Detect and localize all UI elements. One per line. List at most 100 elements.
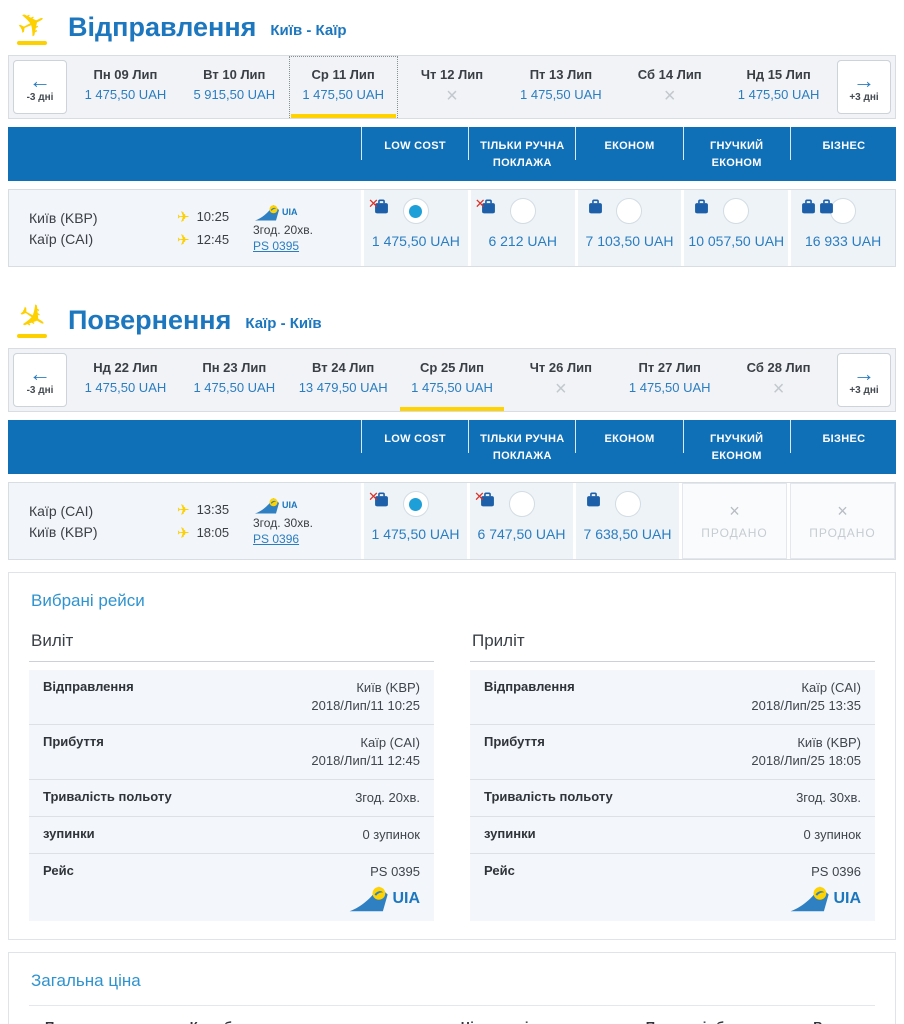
fare-option-lowcost[interactable]: ✕ 1 475,50 UAH (364, 190, 468, 266)
fare-radio[interactable] (509, 198, 536, 224)
summary-row: Прибуття Київ (KBP) 2018/Лип/25 18:05 (470, 725, 875, 780)
flight-number-link[interactable]: PS 0396 (253, 531, 300, 546)
sold-cross-icon: × (729, 501, 740, 521)
fare-class-column: БІЗНЕС (789, 127, 896, 181)
fare-option-lowcost[interactable]: ✕ 1 475,50 UAH (364, 483, 467, 559)
summary-label: зупинки (484, 826, 536, 841)
date-option[interactable]: Нд 22 Лип 1 475,50 UAH (71, 349, 180, 411)
airline-name: UIA (392, 889, 420, 907)
no-baggage-icon: ✕ (368, 196, 389, 215)
sold-out-label: ПРОДАНО (701, 526, 768, 540)
summary-label: Відправлення (484, 679, 575, 694)
uia-logo: UIA (253, 497, 353, 514)
date-option[interactable]: Вт 10 Лип 5 915,50 UAH (180, 56, 289, 118)
return-title: Повернення (68, 305, 232, 335)
fare-option-economy[interactable]: 7 103,50 UAH (577, 190, 682, 266)
summary-label: зупинки (43, 826, 95, 841)
fare-radio[interactable] (723, 198, 750, 224)
fare-option-sold-out: × ПРОДАНО (790, 483, 895, 559)
date-label: Вт 10 Лип (203, 67, 266, 82)
summary-row: Тривалість польоту 3год. 30хв. (470, 780, 875, 817)
fare-price: 7 638,50 UAH (583, 526, 672, 542)
fare-radio[interactable] (616, 198, 643, 224)
fare-class-label: ТІЛЬКИ РУЧНА ПОКЛАЖА (480, 140, 565, 169)
summary-row: Прибуття Каїр (CAI) 2018/Лип/11 12:45 (29, 725, 434, 780)
fare-option-hand-luggage[interactable]: ✕ 6 747,50 UAH (470, 483, 573, 559)
flight-number-link[interactable]: PS 0395 (253, 238, 300, 253)
uia-logo: UIA (253, 204, 353, 221)
fare-option-hand-luggage[interactable]: ✕ 6 212 UAH (470, 190, 575, 266)
date-option-unavailable: Сб 28 Лип × (724, 349, 833, 411)
fare-class-label: ГНУЧКИЙ ЕКОНОМ (710, 433, 764, 462)
departure-flight-row: Київ (KBP) Каїр (CAI) ✈ 10:25 ✈ 12:45 UIA … (8, 189, 896, 267)
prev-dates-label: -3 дні (26, 385, 54, 396)
fare-option-flex-economy[interactable]: 10 057,50 UAH (684, 190, 789, 266)
date-option-selected[interactable]: Ср 25 Лип 1 475,50 UAH (398, 349, 507, 411)
date-price: 1 475,50 UAH (84, 380, 167, 395)
date-option-unavailable: Чт 12 Лип × (398, 56, 507, 118)
date-option[interactable]: Нд 15 Лип 1 475,50 UAH (724, 56, 833, 118)
fare-price: 1 475,50 UAH (371, 526, 460, 542)
fare-radio-selected[interactable] (402, 491, 429, 517)
landing-icon: ✈ (177, 231, 190, 249)
departure-route: Київ - Каїр (270, 22, 347, 39)
fare-price: 16 933 UAH (804, 233, 882, 249)
prev-dates-button[interactable]: ← -3 дні (13, 353, 67, 407)
destination-city: Київ (KBP) (29, 523, 98, 540)
summary-row: Тривалість польоту 3год. 20хв. (29, 780, 434, 817)
fare-class-header: LOW COST ТІЛЬКИ РУЧНА ПОКЛАЖА ЕКОНОМ ГНУ… (8, 127, 896, 181)
unavailable-icon: × (772, 378, 785, 400)
fare-class-label: LOW COST (384, 140, 446, 152)
date-option-selected[interactable]: Ср 11 Лип 1 475,50 UAH (288, 56, 398, 118)
prev-dates-button[interactable]: ← -3 дні (13, 60, 67, 114)
takeoff-icon: ✈ (177, 208, 190, 226)
fare-option-economy[interactable]: 7 638,50 UAH (576, 483, 679, 559)
date-option[interactable]: Пт 27 Лип 1 475,50 UAH (615, 349, 724, 411)
date-price: 13 479,50 UAH (298, 380, 388, 395)
departure-time: 10:25 (196, 209, 230, 224)
fare-radio[interactable] (508, 491, 535, 517)
no-baggage-icon: ✕ (474, 489, 495, 508)
date-option[interactable]: Пт 13 Лип 1 475,50 UAH (506, 56, 615, 118)
fare-radio-selected[interactable] (402, 198, 429, 224)
summary-value: 3год. 20хв. (355, 790, 420, 805)
date-price: 5 915,50 UAH (193, 87, 276, 102)
date-option[interactable]: Пн 23 Лип 1 475,50 UAH (180, 349, 289, 411)
origin-city: Київ (KBP) (29, 209, 98, 226)
summary-row: Відправлення Каїр (CAI) 2018/Лип/25 13:35 (470, 670, 875, 725)
date-option-unavailable: Чт 26 Лип × (506, 349, 615, 411)
next-dates-button[interactable]: → +3 дні (837, 60, 892, 114)
flight-duration: 3год. 20хв. (253, 222, 313, 237)
fare-class-label: ТІЛЬКИ РУЧНА ПОКЛАЖА (480, 433, 565, 462)
fare-class-column: ТІЛЬКИ РУЧНА ПОКЛАЖА (468, 420, 574, 474)
header-passenger: Пасажир (29, 1019, 190, 1024)
departure-date-strip: ← -3 дні Пн 09 Лип 1 475,50 UAH Вт 10 Ли… (8, 55, 896, 119)
fare-class-column: БІЗНЕС (789, 420, 896, 474)
no-baggage-icon: ✕ (368, 489, 389, 508)
fare-class-label: ГНУЧКИЙ ЕКОНОМ (710, 140, 764, 169)
summary-label: Прибуття (43, 734, 104, 749)
landing-icon: ✈ (9, 294, 55, 342)
return-section-header: ✈ Повернення Каїр - Київ (9, 294, 896, 342)
fare-option-business[interactable]: 16 933 UAH (791, 190, 895, 266)
arrival-time: 12:45 (196, 232, 230, 247)
summary-label: Прибуття (484, 734, 545, 749)
summary-value: 0 зупинок (803, 827, 861, 842)
table-header-row: Пасажир Клас бронювання Ціна за авіаквит… (29, 1006, 875, 1024)
next-dates-button[interactable]: → +3 дні (837, 353, 892, 407)
left-arrow-icon: ← (29, 68, 51, 93)
summary-label: Рейс (43, 863, 74, 878)
date-price: 1 475,50 UAH (628, 380, 711, 395)
baggage-icon (694, 199, 710, 215)
fare-radio[interactable] (614, 491, 641, 517)
baggage-icon (587, 199, 603, 215)
date-label: Вт 24 Лип (312, 360, 375, 375)
date-label: Пн 09 Лип (93, 67, 158, 82)
date-label: Чт 12 Лип (420, 67, 484, 82)
date-option[interactable]: Пн 09 Лип 1 475,50 UAH (71, 56, 180, 118)
date-option[interactable]: Вт 24 Лип 13 479,50 UAH (289, 349, 398, 411)
destination-city: Каїр (CAI) (29, 230, 94, 247)
header-taxes: Податки і збори (579, 1019, 748, 1024)
fare-class-column: LOW COST (360, 420, 467, 474)
date-label: Чт 26 Лип (529, 360, 592, 375)
